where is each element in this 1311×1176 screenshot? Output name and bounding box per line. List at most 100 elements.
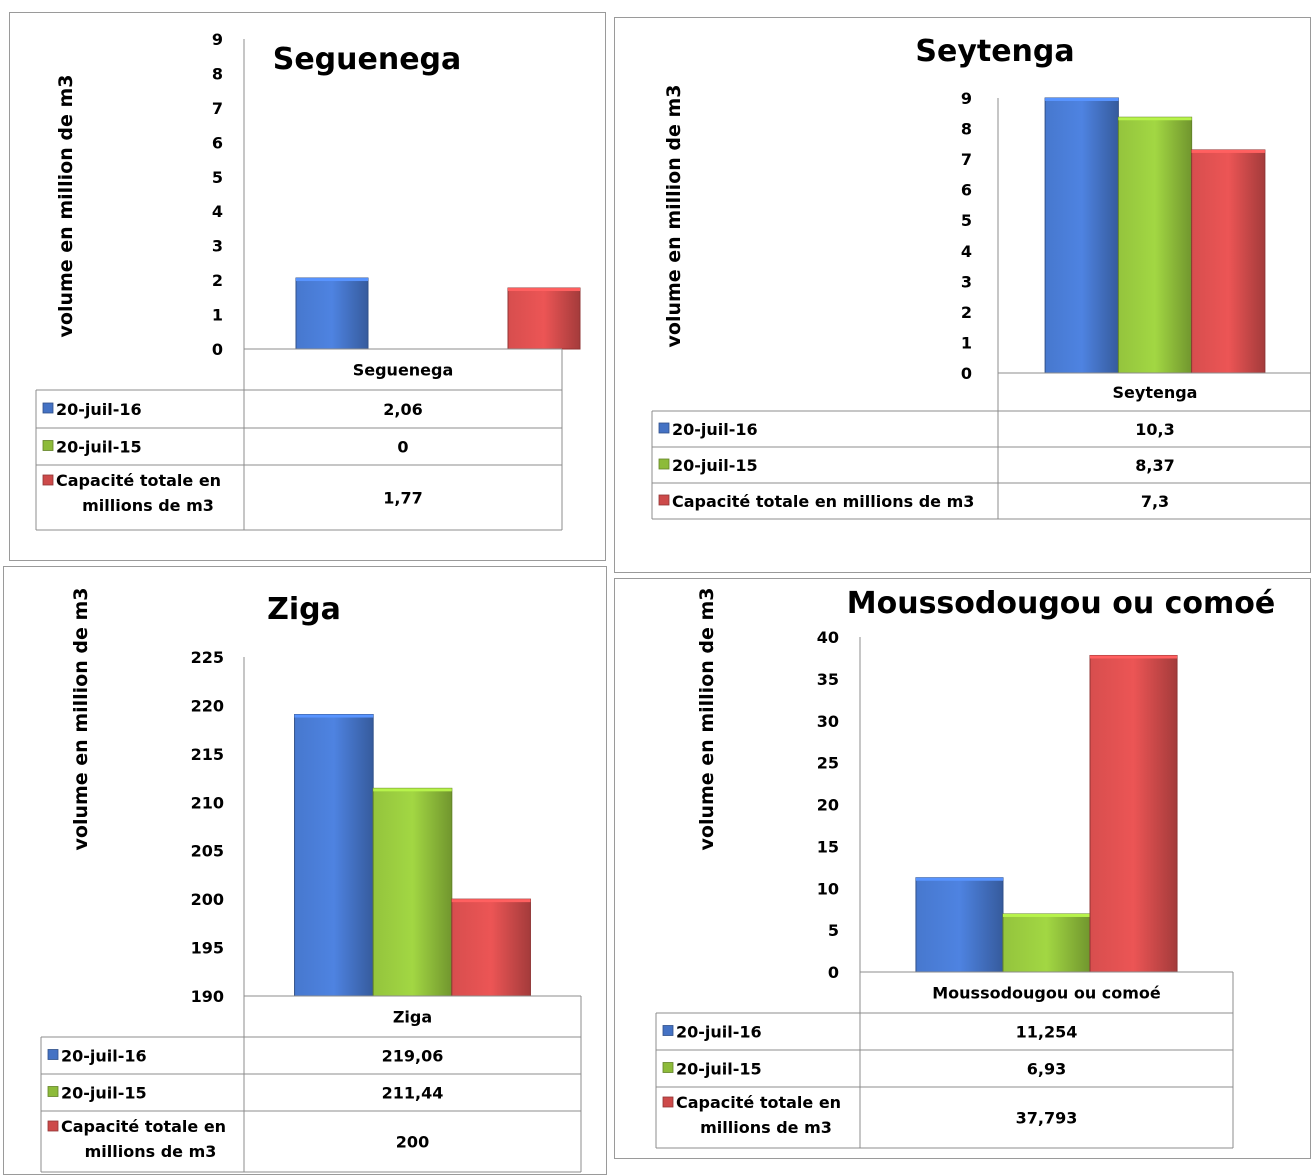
y-tick-label: 40 (817, 628, 839, 647)
legend-entry: Capacité totale en millions de m3 (61, 1117, 226, 1161)
bar-highlight (1045, 98, 1119, 101)
chart-seguenega: Seguenega volume en million de m3 0 1 2 3 4 5 6 7… (35, 30, 581, 531)
legend-key (658, 494, 670, 506)
legend-entry: Capacité totale en millions de m3 (56, 471, 221, 515)
bar-20-juil-15 (1002, 913, 1091, 973)
chart-title: Ziga (267, 592, 341, 627)
y-axis-label: volume en million de m3 (55, 75, 77, 338)
chart-panel-seguenega: Seguenega volume en million de m3 0 1 2 3 4 5 6 7… (9, 12, 606, 561)
data-label: 6,93 (1027, 1060, 1066, 1079)
data-label: 2,06 (383, 400, 422, 419)
chart-ziga: Ziga volume en million de m3 190 195 200 205 2… (40, 588, 582, 1173)
bar-highlight (508, 288, 580, 292)
legend-key (42, 440, 54, 451)
bar-20-juil-16 (294, 714, 374, 997)
legend-key (662, 1096, 674, 1108)
legend-entry: 20-juil-15 (56, 438, 142, 457)
y-tick-label: 1 (212, 306, 223, 325)
y-tick-label: 0 (828, 963, 839, 982)
bar-highlight (373, 788, 452, 792)
data-label: 0 (397, 438, 408, 457)
chart-moussodougou: Moussodougou ou comoé volume en million d… (655, 586, 1276, 1149)
bar-highlight (1090, 655, 1178, 659)
y-tick-label: 210 (191, 793, 224, 812)
legend-entry: 20-juil-16 (56, 400, 142, 419)
y-tick-label: 6 (212, 133, 223, 152)
legend-key (662, 1025, 674, 1036)
legend-entry: 20-juil-15 (61, 1084, 147, 1103)
y-tick-label: 200 (191, 890, 224, 909)
bar-highlight (294, 714, 374, 718)
y-tick-label: 205 (191, 842, 224, 861)
chart-title: Seytenga (915, 34, 1074, 69)
y-tick-label: 225 (191, 648, 224, 667)
y-tick-label: 215 (191, 745, 224, 764)
y-tick-label: 0 (212, 340, 223, 359)
legend-key (658, 458, 670, 470)
legend-entry: Capacité totale en millions de m3 (676, 1093, 841, 1137)
y-tick-label: 20 (817, 796, 839, 815)
data-label: 200 (396, 1133, 429, 1152)
y-tick-label: 35 (817, 670, 839, 689)
x-category-label: Seguenega (353, 361, 454, 380)
bar-capacite (451, 898, 531, 997)
y-tick-label: 8 (212, 64, 223, 83)
y-tick-label: 15 (817, 837, 839, 856)
y-axis-label: volume en million de m3 (696, 588, 718, 851)
y-tick-label: 220 (191, 696, 224, 715)
bar-20-juil-16 (295, 277, 369, 350)
legend-key (47, 1120, 59, 1132)
data-label: 219,06 (382, 1047, 444, 1066)
chart-panel-moussodougou: Moussodougou ou comoé volume en million d… (614, 578, 1311, 1159)
bar-capacite (507, 287, 581, 350)
y-tick-label: 190 (191, 987, 224, 1006)
chart-title: Moussodougou ou comoé (847, 586, 1276, 621)
bar-highlight (915, 877, 1003, 881)
bar-capacite (1191, 149, 1266, 374)
y-tick-label: 30 (817, 712, 839, 731)
y-tick-label: 0 (961, 364, 972, 383)
y-tick-label: 4 (961, 242, 972, 261)
chart-panel-ziga: Ziga volume en million de m3 190 195 200 205 2… (3, 566, 607, 1175)
legend-key (42, 474, 54, 486)
y-tick-label: 8 (961, 120, 972, 139)
y-tick-label: 9 (961, 89, 972, 108)
bar-highlight (1118, 117, 1192, 121)
y-axis-label: volume en million de m3 (663, 85, 685, 348)
y-tick-label: 5 (212, 168, 223, 187)
bar-highlight (1002, 913, 1091, 917)
x-category-label: Seytenga (1113, 383, 1198, 402)
y-tick-label: 2 (961, 303, 972, 322)
chart-panel-seytenga: Seytenga volume en million de m3 0 1 2 3 4 5 6 7 8… (614, 17, 1311, 573)
y-tick-label: 5 (828, 921, 839, 940)
x-category-label: Ziga (393, 1008, 432, 1027)
bar-highlight (296, 278, 368, 282)
y-tick-label: 6 (961, 181, 972, 200)
legend-key (658, 422, 670, 434)
data-label: 211,44 (382, 1084, 444, 1103)
bar-20-juil-16 (1044, 97, 1119, 374)
y-axis-label: volume en million de m3 (70, 588, 92, 851)
bar-20-juil-15 (372, 787, 453, 997)
legend-entry: 20-juil-16 (672, 420, 758, 439)
legend-key (42, 402, 54, 414)
y-tick-label: 195 (191, 939, 224, 958)
bar-highlight (451, 899, 531, 903)
bar-20-juil-16 (915, 877, 1004, 973)
y-tick-label: 4 (212, 202, 223, 221)
x-category-label: Moussodougou ou comoé (932, 984, 1161, 1003)
chart-seytenga: Seytenga volume en million de m3 0 1 2 3 4 5 6 7 8… (651, 34, 1311, 520)
bar-20-juil-15 (1117, 116, 1193, 374)
chart-title: Seguenega (273, 42, 462, 77)
legend-key (47, 1049, 59, 1060)
y-tick-label: 7 (961, 150, 972, 169)
y-tick-label: 1 (961, 333, 972, 352)
data-label: 10,3 (1135, 420, 1174, 439)
y-tick-label: 25 (817, 754, 839, 773)
y-tick-label: 7 (212, 99, 223, 118)
y-tick-label: 3 (961, 272, 972, 291)
legend-entry: 20-juil-15 (672, 456, 758, 475)
data-label: 1,77 (383, 489, 422, 508)
bar-highlight (1191, 149, 1265, 153)
data-label: 7,3 (1141, 492, 1169, 511)
